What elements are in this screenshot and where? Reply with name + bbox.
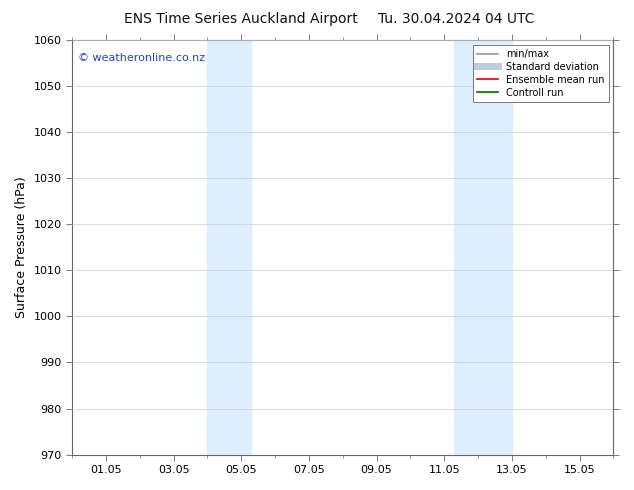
Bar [207, 40, 252, 455]
Text: Tu. 30.04.2024 04 UTC: Tu. 30.04.2024 04 UTC [378, 12, 534, 26]
Text: © weatheronline.co.nz: © weatheronline.co.nz [77, 52, 205, 63]
Text: ENS Time Series Auckland Airport: ENS Time Series Auckland Airport [124, 12, 358, 26]
Legend: min/max, Standard deviation, Ensemble mean run, Controll run: min/max, Standard deviation, Ensemble me… [473, 45, 609, 101]
Y-axis label: Surface Pressure (hPa): Surface Pressure (hPa) [15, 176, 28, 318]
Bar [455, 40, 512, 455]
